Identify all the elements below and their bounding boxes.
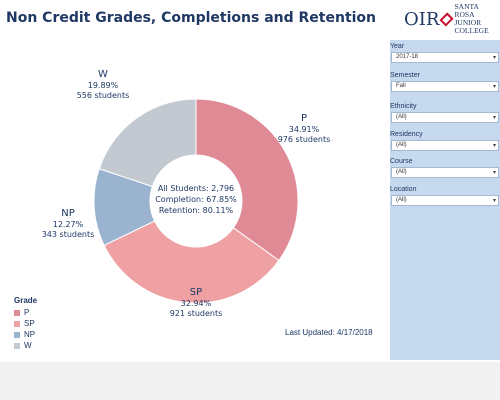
logo-line2: JUNIOR COLLEGE [454,18,489,35]
legend-swatch [14,320,20,327]
donut-hole [150,155,242,247]
filter-ethnicity-label: Ethnicity [390,103,417,110]
slice-label-np-percent: 12.27% [53,220,84,229]
last-updated: Last Updated: 4/17/2018 [285,328,373,337]
legend-swatch [14,331,20,338]
filter-course-select[interactable]: (All) ▾ [391,167,499,178]
filter-course-label: Course [390,158,413,165]
filter-residency: Residency (All) ▾ [390,130,500,151]
filter-semester-value: Fall [396,83,406,89]
slice-label-w-percent: 19.89% [88,81,119,90]
filter-course: Course (All) ▾ [390,157,500,178]
center-text: All Students: 2,796 Completion: 67.85% R… [155,184,237,215]
donut-slices [93,98,299,304]
slice-label-p-name: P [301,113,307,124]
legend-title: Grade [14,296,38,305]
legend-swatch [14,309,20,316]
filter-ethnicity-value: (All) [396,114,407,120]
legend-item-sp[interactable]: SP [14,318,37,329]
legend: Grade P SP NP W [14,296,37,351]
legend-label: SP [24,319,35,328]
legend-items: P SP NP W [14,307,37,351]
logo-mark: OIR [404,8,440,30]
legend-label: W [24,341,32,350]
filter-location-label: Location [390,186,417,193]
filter-semester-label: Semester [390,72,420,79]
chevron-down-icon[interactable]: ▾ [492,170,496,176]
legend-item-w[interactable]: W [14,340,37,351]
filter-year-select[interactable]: 2017-18 ▾ [391,52,499,63]
slice-label-sp-students: 921 students [170,309,223,318]
legend-label: NP [24,330,36,339]
legend-item-np[interactable]: NP [14,329,37,340]
filter-year-value: 2017-18 [396,54,419,60]
slice-label-p-percent: 34.91% [289,125,320,134]
filter-semester: Semester Fall ▾ [390,71,500,92]
slice-label-w-name: W [98,69,108,80]
slice-label-np-name: NP [61,208,75,219]
slice-label-p-students: 976 students [278,135,331,144]
filter-panel: Year 2017-18 ▾ Semester Fall ▾ Ethnicity (All) ▾… [390,40,500,360]
logo-diamond-icon [439,11,455,27]
filter-year: Year 2017-18 ▾ [390,42,500,63]
slice-label-sp-name: SP [190,287,202,298]
filter-residency-label: Residency [390,131,423,138]
center-all-students: All Students: 2,796 [158,184,234,193]
filter-ethnicity: Ethnicity (All) ▾ [390,102,500,123]
filter-year-label: Year [390,43,405,50]
page-title: Non Credit Grades, Completions and Reten… [6,10,377,26]
chevron-down-icon[interactable]: ▾ [492,143,496,149]
legend-label: P [24,308,30,317]
slice-label-sp-percent: 32.94% [181,299,212,308]
logo: OIR SANTA ROSA JUNIOR COLLEGE [404,3,500,35]
filter-location-select[interactable]: (All) ▾ [391,195,499,206]
chevron-down-icon[interactable]: ▾ [492,84,496,90]
filter-location-value: (All) [396,197,407,203]
filter-ethnicity-select[interactable]: (All) ▾ [391,112,499,123]
filter-semester-select[interactable]: Fall ▾ [391,81,499,92]
center-completion: Completion: 67.85% [155,195,237,204]
legend-swatch [14,342,20,349]
footer-bar [0,362,500,400]
center-retention: Retention: 80.11% [159,206,234,215]
slice-label-w-students: 556 students [77,91,130,100]
filter-residency-select[interactable]: (All) ▾ [391,140,499,151]
filter-location: Location (All) ▾ [390,185,500,206]
legend-item-p[interactable]: P [14,307,37,318]
logo-text: SANTA ROSA JUNIOR COLLEGE [455,3,500,35]
chevron-down-icon[interactable]: ▾ [492,55,496,61]
filter-course-value: (All) [396,169,407,175]
chevron-down-icon[interactable]: ▾ [492,198,496,204]
chevron-down-icon[interactable]: ▾ [492,115,496,121]
filter-residency-value: (All) [396,142,407,148]
logo-line1: SANTA ROSA [454,2,479,19]
slice-label-np-students: 343 students [42,230,95,239]
